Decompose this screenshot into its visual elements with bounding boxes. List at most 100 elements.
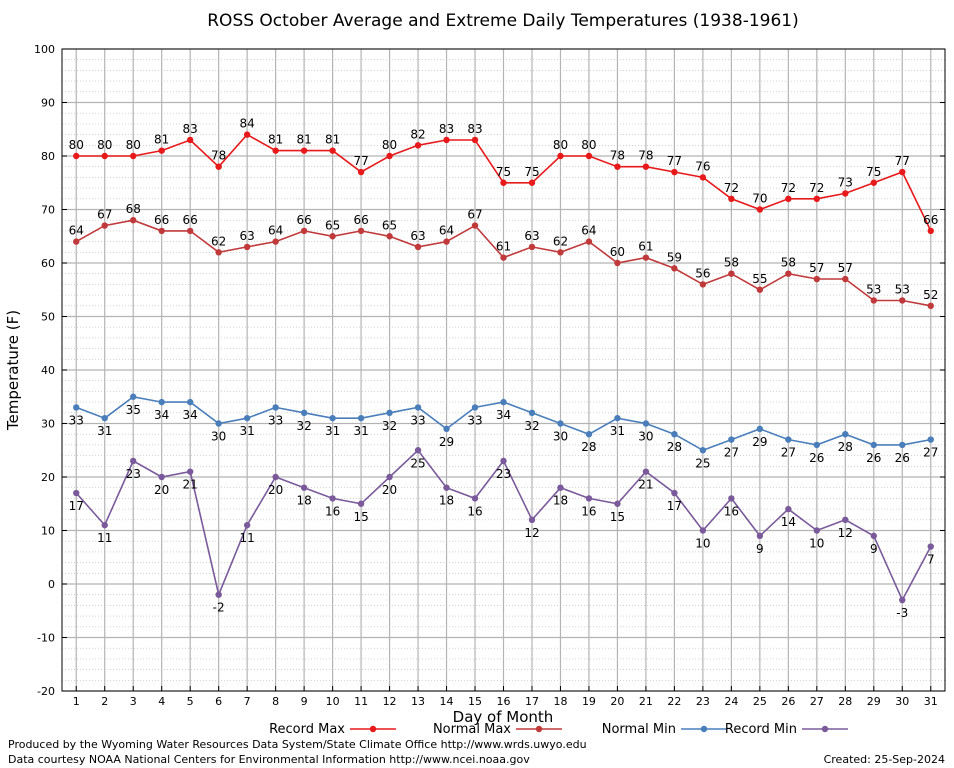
x-tick-label: 28 bbox=[838, 695, 852, 708]
data-point-normal-min bbox=[585, 431, 593, 438]
legend-item-record-min: Record Min bbox=[725, 722, 848, 737]
data-point-normal-min bbox=[927, 436, 934, 443]
data-label-normal-max: 53 bbox=[866, 282, 881, 296]
data-point-normal-max bbox=[101, 222, 108, 229]
data-label-record-min: -3 bbox=[896, 606, 908, 620]
data-label-record-max: 77 bbox=[353, 154, 368, 168]
data-label-normal-min: 34 bbox=[496, 408, 511, 422]
data-label-record-max: 77 bbox=[667, 154, 682, 168]
data-point-normal-max bbox=[899, 297, 906, 304]
data-label-record-max: 81 bbox=[154, 133, 169, 147]
data-label-record-min: 16 bbox=[724, 504, 739, 518]
data-label-record-max: 75 bbox=[866, 165, 881, 179]
legend-label: Record Max bbox=[269, 722, 345, 737]
data-point-normal-max bbox=[528, 243, 536, 251]
data-point-record-min bbox=[785, 505, 792, 513]
data-point-record-max bbox=[899, 168, 906, 176]
data-label-normal-max: 65 bbox=[382, 218, 397, 232]
data-point-normal-max bbox=[73, 238, 80, 245]
data-label-record-min: 12 bbox=[838, 526, 853, 540]
y-tick-label: 100 bbox=[34, 43, 55, 56]
data-label-record-max: 80 bbox=[69, 138, 84, 152]
data-point-normal-max bbox=[557, 249, 564, 256]
data-point-normal-max bbox=[500, 254, 507, 261]
x-tick-label: 26 bbox=[781, 695, 795, 708]
data-point-normal-min bbox=[699, 447, 707, 454]
data-label-record-min: 23 bbox=[496, 467, 511, 481]
data-label-record-max: 72 bbox=[724, 181, 739, 195]
data-point-record-min bbox=[528, 516, 536, 523]
data-label-record-min: 25 bbox=[410, 456, 425, 470]
data-label-record-min: 7 bbox=[927, 553, 935, 567]
data-point-normal-min bbox=[614, 414, 621, 422]
data-point-normal-min bbox=[215, 420, 222, 427]
data-label-normal-max: 62 bbox=[553, 234, 568, 248]
data-label-record-max: 73 bbox=[838, 175, 853, 189]
data-label-normal-max: 63 bbox=[524, 229, 539, 243]
data-point-record-max bbox=[756, 206, 764, 213]
data-point-normal-max bbox=[785, 270, 792, 277]
footer-produced-by: Produced by the Wyoming Water Resources … bbox=[8, 738, 587, 751]
data-point-normal-min bbox=[642, 420, 650, 427]
data-point-normal-max bbox=[272, 238, 279, 245]
data-point-record-max bbox=[699, 174, 707, 181]
data-label-normal-max: 66 bbox=[353, 213, 368, 227]
x-tick-label: 4 bbox=[158, 695, 165, 708]
data-label-normal-min: 32 bbox=[382, 419, 397, 433]
x-axis-label: Day of Month bbox=[453, 708, 554, 726]
data-label-normal-max: 66 bbox=[296, 213, 311, 227]
data-label-normal-min: 28 bbox=[838, 440, 853, 454]
series-normal-min bbox=[73, 393, 934, 454]
data-point-record-max bbox=[728, 195, 735, 202]
data-label-normal-min: 27 bbox=[724, 446, 739, 460]
y-tick-label: 10 bbox=[41, 525, 55, 538]
data-label-normal-min: 31 bbox=[353, 424, 368, 438]
data-label-record-max: 80 bbox=[581, 138, 596, 152]
data-label-record-min: 12 bbox=[524, 526, 539, 540]
data-point-record-max bbox=[471, 136, 479, 144]
data-label-record-min: 15 bbox=[353, 510, 368, 524]
data-label-normal-min: 26 bbox=[895, 451, 910, 465]
data-point-record-min bbox=[186, 468, 194, 475]
data-point-normal-max bbox=[471, 222, 479, 229]
data-point-normal-min bbox=[186, 398, 194, 406]
x-tick-label: 13 bbox=[411, 695, 425, 708]
data-label-normal-min: 26 bbox=[809, 451, 824, 465]
data-label-record-max: 78 bbox=[610, 149, 625, 163]
legend-label: Record Min bbox=[725, 722, 797, 737]
data-label-normal-max: 61 bbox=[496, 240, 511, 254]
data-label-normal-max: 67 bbox=[97, 208, 112, 222]
data-label-normal-min: 30 bbox=[211, 430, 226, 444]
data-point-normal-min bbox=[842, 431, 849, 438]
data-label-record-max: 83 bbox=[183, 122, 198, 136]
x-tick-label: 1 bbox=[73, 695, 80, 708]
x-tick-label: 14 bbox=[440, 695, 454, 708]
data-point-record-max bbox=[642, 163, 650, 170]
data-label-record-max: 78 bbox=[211, 149, 226, 163]
data-label-normal-max: 57 bbox=[809, 261, 824, 275]
data-point-normal-min bbox=[300, 409, 308, 416]
data-label-record-min: 11 bbox=[97, 531, 112, 545]
data-point-record-max bbox=[73, 152, 80, 160]
data-label-normal-min: 29 bbox=[752, 435, 767, 449]
data-label-normal-min: 32 bbox=[296, 419, 311, 433]
data-point-normal-min bbox=[130, 393, 137, 400]
data-point-normal-min bbox=[101, 414, 108, 422]
data-label-normal-min: 31 bbox=[240, 424, 255, 438]
data-point-record-min bbox=[728, 495, 735, 502]
data-label-record-min: 17 bbox=[69, 499, 84, 513]
data-label-record-max: 75 bbox=[496, 165, 511, 179]
data-point-record-max bbox=[557, 152, 564, 160]
data-label-normal-max: 58 bbox=[781, 256, 796, 270]
data-point-record-min bbox=[73, 489, 80, 497]
data-point-normal-min bbox=[272, 404, 279, 411]
data-point-record-min bbox=[300, 484, 308, 491]
data-point-record-max bbox=[443, 136, 450, 144]
data-label-record-max: 80 bbox=[382, 138, 397, 152]
data-label-normal-min: 28 bbox=[667, 440, 682, 454]
data-point-record-min bbox=[671, 489, 678, 497]
data-label-record-min: 14 bbox=[781, 515, 796, 529]
x-tick-label: 9 bbox=[301, 695, 308, 708]
legend-marker bbox=[700, 725, 708, 733]
